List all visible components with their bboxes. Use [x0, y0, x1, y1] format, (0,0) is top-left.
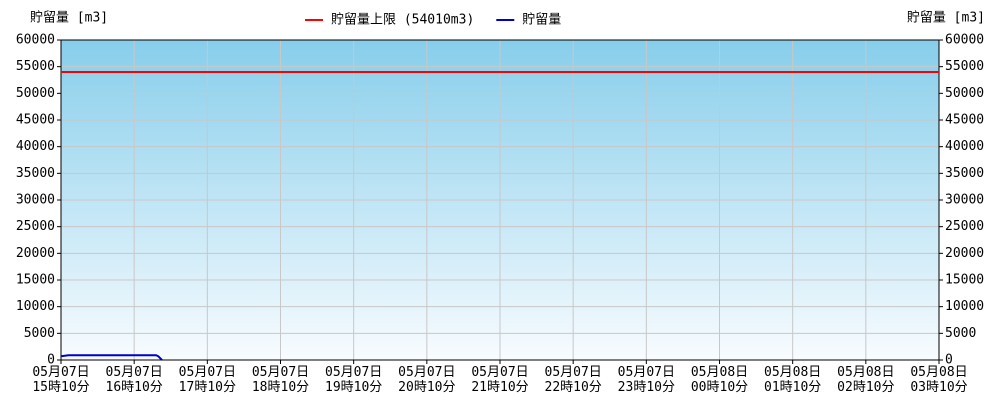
x-tick-label: 05月07日 18時10分: [252, 365, 309, 395]
y-tick-label: 45000: [16, 113, 55, 128]
series-line: [60, 354, 163, 361]
y-tick-label: 25000: [16, 219, 55, 234]
y-tick-label: 15000: [16, 273, 55, 288]
y2-tick-label: 40000: [945, 139, 984, 154]
x-tick-label: 05月08日 02時10分: [837, 365, 894, 395]
plot-frame: [60, 39, 940, 361]
x-tick-label: 05月08日 01時10分: [764, 365, 821, 395]
x-tick-label: 05月07日 21時10分: [471, 365, 528, 395]
x-tick-label: 05月07日 17時10分: [179, 365, 236, 395]
y2-tick-label: 5000: [945, 326, 976, 341]
y2-tick-label: 50000: [945, 86, 984, 101]
y2-tick-label: 55000: [945, 59, 984, 74]
y2-tick-label: 25000: [945, 219, 984, 234]
y2-tick-label: 45000: [945, 113, 984, 128]
y-tick-label: 40000: [16, 139, 55, 154]
x-tick-label: 05月07日 22時10分: [545, 365, 602, 395]
x-tick-label: 05月07日 16時10分: [106, 365, 163, 395]
legend-label: 貯留量上限 (54010m3): [331, 13, 474, 28]
x-tick-label: 05月08日 00時10分: [691, 365, 748, 395]
y2-tick-label: 20000: [945, 246, 984, 261]
y2-tick-label: 0: [945, 353, 953, 368]
legend-label: 貯留量: [522, 13, 561, 28]
y2-tick-label: 30000: [945, 193, 984, 208]
y2-tick-label: 60000: [945, 33, 984, 48]
x-tick-label: 05月08日 03時10分: [910, 365, 967, 395]
y-tick-label: 60000: [16, 33, 55, 48]
y-tick-label: 20000: [16, 246, 55, 261]
y2-tick-label: 35000: [945, 166, 984, 181]
x-tick-label: 05月07日 15時10分: [32, 365, 89, 395]
y2-tick-label: 15000: [945, 273, 984, 288]
y2-tick-label: 10000: [945, 299, 984, 314]
y-tick-label: 0: [47, 353, 55, 368]
x-tick-label: 05月07日 19時10分: [325, 365, 382, 395]
y-tick-label: 10000: [16, 299, 55, 314]
y2-axis-label: 貯留量 [m3]: [907, 11, 985, 26]
y-tick-label: 50000: [16, 86, 55, 101]
y-tick-label: 55000: [16, 59, 55, 74]
y-tick-label: 5000: [24, 326, 55, 341]
y-axis-label: 貯留量 [m3]: [30, 11, 108, 26]
y-tick-label: 30000: [16, 193, 55, 208]
y-tick-label: 35000: [16, 166, 55, 181]
x-tick-label: 05月07日 23時10分: [618, 365, 675, 395]
x-tick-label: 05月07日 20時10分: [398, 365, 455, 395]
